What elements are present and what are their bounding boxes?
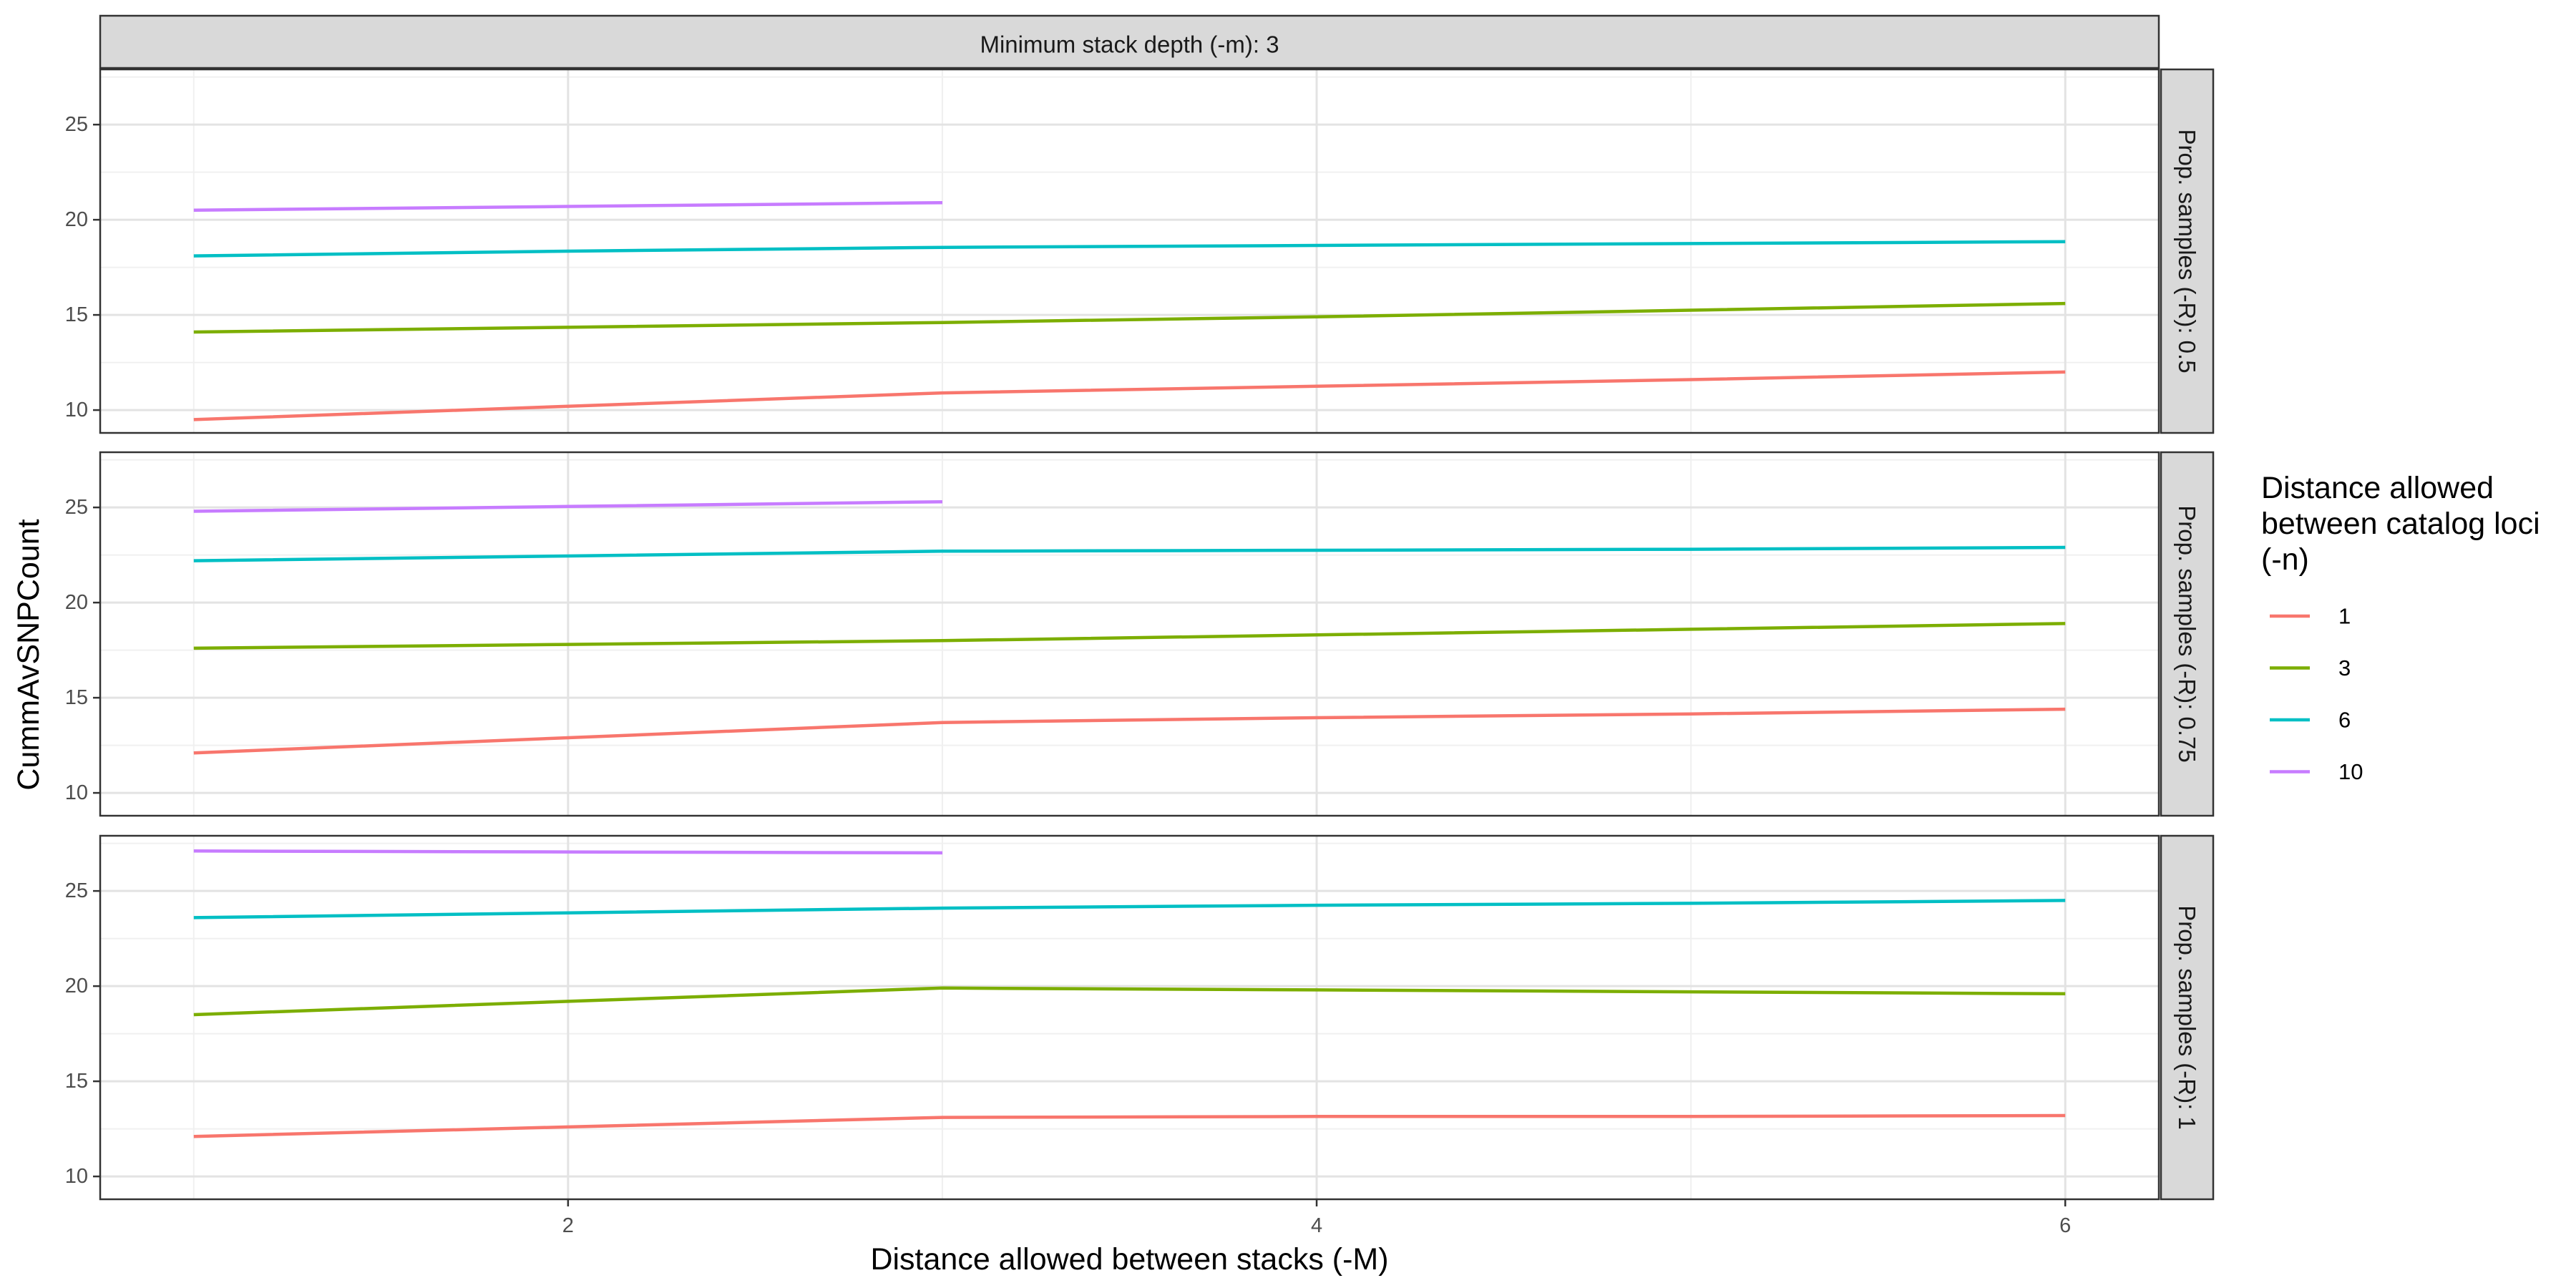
series-line-6 <box>193 240 2066 258</box>
legend-label-10: 10 <box>2338 759 2363 784</box>
y-tick-label: 20 <box>65 208 88 231</box>
series-line-10 <box>193 499 943 513</box>
panel-strip-label: Prop. samples (-R): 0.75 <box>2174 505 2200 762</box>
y-tick-label: 25 <box>65 879 88 902</box>
y-tick-label: 25 <box>65 496 88 519</box>
panel-strip-box <box>2160 68 2215 434</box>
x-tick-label: 4 <box>1311 1214 1322 1237</box>
panel-1: 10 15 20 25 Prop. samples (-R): 0.5 <box>65 68 2215 434</box>
y-tick-label: 10 <box>65 1165 88 1188</box>
legend-label-1: 1 <box>2338 604 2351 629</box>
y-tick-label: 25 <box>65 113 88 136</box>
panels: 10 15 20 25 Prop. samples (-R): 0.5 10 15 20 25 P… <box>65 68 2215 1201</box>
y-tick-label: 15 <box>65 1070 88 1093</box>
series-line-1 <box>193 707 2066 755</box>
y-tick-label: 20 <box>65 975 88 997</box>
panel-background <box>100 452 2159 816</box>
legend-label-6: 6 <box>2338 708 2351 733</box>
series-line-3 <box>193 986 2066 1017</box>
y-axis-title: CummAvSNPCount <box>11 519 46 790</box>
y-tick-label: 10 <box>65 399 88 421</box>
panel-strip-label: Prop. samples (-R): 1 <box>2174 905 2200 1130</box>
legend-title: (-n) <box>2261 542 2309 577</box>
panel-strip-box <box>2160 834 2215 1201</box>
legend-title: Distance allowed <box>2261 471 2494 505</box>
legend-title: between catalog loci <box>2261 507 2540 541</box>
panel-border <box>99 451 2160 817</box>
panel-strip-box <box>2160 451 2215 817</box>
y-tick-label: 20 <box>65 591 88 614</box>
x-axis: 2 4 6 <box>562 1199 2071 1237</box>
series-line-10 <box>193 849 943 855</box>
legend-label-3: 3 <box>2338 655 2351 680</box>
panel-2: 10 15 20 25 Prop. samples (-R): 0.75 <box>65 451 2215 817</box>
panel-border <box>99 834 2160 1201</box>
x-axis-title: Distance allowed between stacks (-M) <box>870 1242 1388 1277</box>
top-strip-box <box>99 14 2160 69</box>
y-tick-label: 15 <box>65 303 88 326</box>
series-line-6 <box>193 899 2066 919</box>
top-strip: Minimum stack depth (-m): 3 <box>99 14 2160 69</box>
panel-background <box>100 836 2159 1199</box>
x-tick-label: 6 <box>2059 1214 2071 1237</box>
series-line-3 <box>193 622 2066 650</box>
top-strip-label: Minimum stack depth (-m): 3 <box>980 31 1279 58</box>
y-tick-label: 15 <box>65 686 88 709</box>
x-tick-label: 2 <box>562 1214 574 1237</box>
panel-3: 10 15 20 25 Prop. samples (-R): 1 <box>65 834 2215 1201</box>
series-line-6 <box>193 545 2066 562</box>
series-line-3 <box>193 301 2066 334</box>
series-line-1 <box>193 370 2066 421</box>
series-line-10 <box>193 200 943 213</box>
y-tick-label: 10 <box>65 781 88 804</box>
panel-border <box>99 68 2160 434</box>
panel-strip-label: Prop. samples (-R): 0.5 <box>2174 129 2200 373</box>
series-line-1 <box>193 1113 2066 1138</box>
